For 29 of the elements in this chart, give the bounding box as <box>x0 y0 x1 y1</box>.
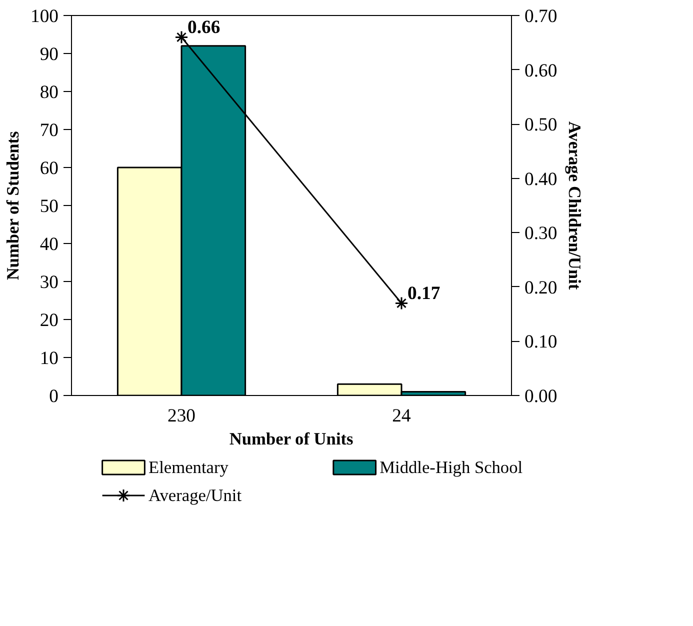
y-tick-label: 90 <box>40 44 58 65</box>
y2-axis-title: Average Children/Unit <box>565 121 584 290</box>
y2-tick-label: 0.20 <box>524 277 558 298</box>
legend-label: Middle-High School <box>380 458 523 477</box>
y-tick-label: 40 <box>40 234 58 255</box>
y-tick-label: 50 <box>40 196 58 217</box>
y-tick-label: 80 <box>40 82 58 103</box>
x-tick-label: 24 <box>392 406 412 426</box>
y-tick-label: 10 <box>40 348 58 369</box>
y2-tick-label: 0.60 <box>524 60 558 82</box>
y2-tick-label: 0.50 <box>524 114 558 136</box>
y-axis-title: Number of Students <box>4 130 23 280</box>
y-tick-label: 0 <box>49 386 58 407</box>
y2-tick-label: 0.70 <box>524 6 558 27</box>
data-label: 0.66 <box>188 17 220 38</box>
legend-label: Elementary <box>148 458 229 477</box>
y-tick-label: 60 <box>40 158 58 179</box>
x-tick-label: 230 <box>168 406 196 426</box>
y-tick-label: 30 <box>40 272 58 293</box>
y2-tick-label: 0.00 <box>524 386 558 407</box>
y2-tick-label: 0.30 <box>524 223 558 244</box>
x-axis-title: Number of Units <box>229 430 354 448</box>
legend-label: Average/Unit <box>148 486 242 505</box>
y-tick-label: 70 <box>40 120 58 141</box>
y-tick-label: 20 <box>40 310 58 331</box>
y2-tick-label: 0.40 <box>524 168 558 190</box>
data-label: 0.17 <box>408 283 440 304</box>
y2-tick-label: 0.10 <box>524 332 558 353</box>
y-tick-label: 100 <box>30 6 58 27</box>
